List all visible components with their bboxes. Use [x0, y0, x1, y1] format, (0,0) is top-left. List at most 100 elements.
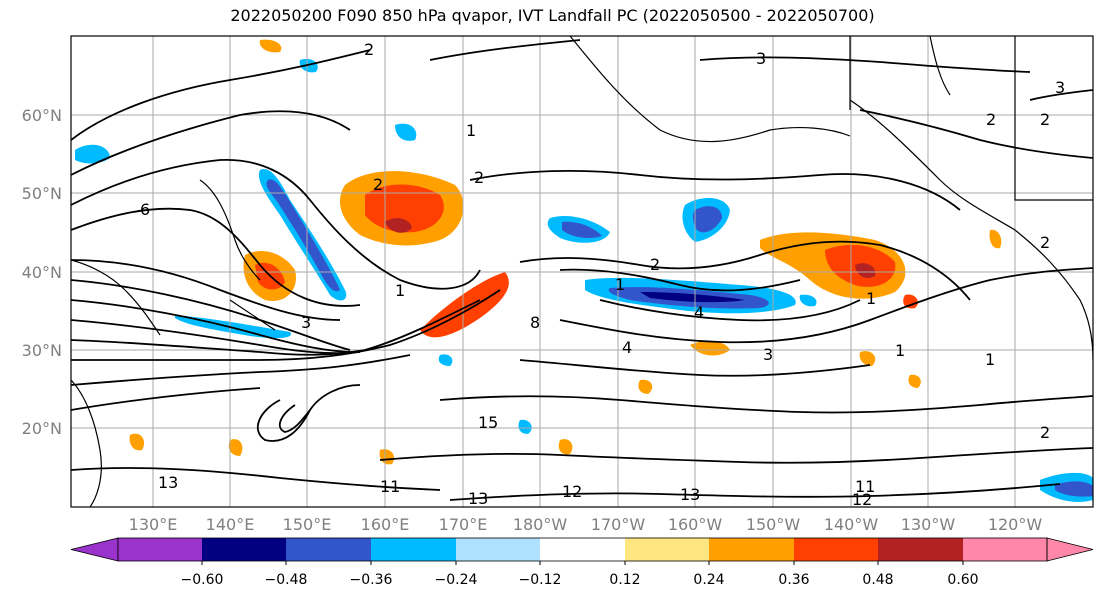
- contour-label: 11: [380, 477, 400, 496]
- contour-label: 3: [756, 49, 766, 68]
- lon-label: 160°E: [361, 515, 410, 534]
- positive-anomaly-region: [558, 439, 573, 455]
- lat-label: 50°N: [22, 184, 62, 203]
- coastlines: [71, 36, 1093, 507]
- colorbar-segment: [286, 538, 371, 561]
- negative-anomaly-region: [299, 58, 318, 73]
- positive-anomaly-region: [859, 351, 876, 366]
- negative-anomaly-region: [266, 179, 340, 292]
- contour-label: 3: [1055, 78, 1065, 97]
- shading-layer: [75, 39, 1093, 502]
- negative-anomaly-region: [438, 354, 453, 366]
- colorbar-tick-label: 0.12: [609, 572, 640, 588]
- colorbar-segment: [625, 538, 709, 561]
- colorbar-tick-label: 0.60: [947, 572, 978, 588]
- contour-label: 12: [562, 482, 582, 501]
- colorbar-tick-label: −0.48: [265, 572, 308, 588]
- contour-label: 1: [985, 350, 995, 369]
- contour-label: 1: [615, 275, 625, 294]
- colorbar-tick-label: −0.24: [435, 572, 478, 588]
- colorbar-tick-label: −0.36: [350, 572, 393, 588]
- contour-lines: [71, 39, 1093, 501]
- contour-label: 12: [852, 490, 872, 509]
- negative-anomaly-region: [75, 144, 110, 164]
- contour-label: 2: [364, 40, 374, 59]
- lon-label: 140°E: [206, 515, 255, 534]
- positive-anomaly-region: [638, 379, 653, 394]
- negative-anomaly-region: [692, 206, 722, 233]
- contour-label: 13: [680, 485, 700, 504]
- colorbar-tick-label: 0.48: [862, 572, 893, 588]
- contour-label: 13: [158, 473, 178, 492]
- contour-label: 2: [1040, 233, 1050, 252]
- positive-anomaly-region: [228, 439, 243, 456]
- positive-anomaly-region: [908, 374, 921, 388]
- positive-anomaly-region: [385, 218, 412, 233]
- colorbar-segment: [371, 538, 456, 561]
- contour-label: 4: [622, 338, 632, 357]
- contour-label: 11: [855, 477, 875, 496]
- plot-border: [70, 35, 1094, 508]
- colorbar-frame: [117, 537, 1048, 562]
- negative-anomaly-region: [640, 292, 745, 303]
- contour-label: 4: [694, 303, 704, 322]
- lon-label: 170°E: [439, 515, 488, 534]
- lon-label: 180°W: [513, 515, 568, 534]
- positive-anomaly-region: [855, 263, 876, 278]
- lon-label: 120°W: [988, 515, 1043, 534]
- lat-label: 60°N: [22, 106, 62, 125]
- colorbar-segment: [118, 538, 202, 561]
- negative-anomaly-region: [562, 221, 602, 238]
- lon-label: 170°W: [591, 515, 646, 534]
- lat-label: 40°N: [22, 263, 62, 282]
- colorbar-segment: [878, 538, 963, 561]
- colorbar-segment: [709, 538, 794, 561]
- negative-anomaly-region: [518, 419, 532, 434]
- colorbar-tick-label: −0.12: [519, 572, 562, 588]
- colorbar-segment: [202, 538, 286, 561]
- contour-label: 1: [395, 281, 405, 300]
- lon-label: 140°W: [824, 515, 879, 534]
- graticule: [71, 36, 1093, 507]
- positive-anomaly-region: [989, 229, 1002, 249]
- negative-anomaly-region: [1055, 481, 1093, 497]
- contour-label: 3: [301, 313, 311, 332]
- lon-label: 150°W: [746, 515, 801, 534]
- contour-label: 3: [763, 345, 773, 364]
- map-title: 2022050200 F090 850 hPa qvapor, IVT Land…: [230, 6, 875, 25]
- colorbar-segment: [456, 538, 540, 561]
- contour-label: 2: [986, 110, 996, 129]
- colorbar: −0.60 −0.48 −0.36 −0.24 −0.12 0.12 0.24 0.36 0.4…: [70, 537, 1094, 588]
- contour-label-layer: 2 3 3 2 2 1 2 2 2 1 4 1 1 3 6 8 2 4 3 1 …: [140, 40, 1065, 509]
- positive-anomaly-region: [129, 433, 145, 451]
- positive-anomaly-region: [903, 294, 918, 309]
- longitude-labels: 130°E 140°E 150°E 160°E 170°E 180°W 170°…: [129, 515, 1043, 534]
- colorbar-tick-label: 0.24: [693, 572, 724, 588]
- lon-label: 160°W: [668, 515, 723, 534]
- colorbar-tick-label: 0.36: [778, 572, 809, 588]
- lat-label: 20°N: [22, 419, 62, 438]
- contour-label: 2: [474, 168, 484, 187]
- negative-anomaly-region: [799, 294, 817, 307]
- contour-label: 2: [650, 255, 660, 274]
- colorbar-tick-label: −0.60: [181, 572, 224, 588]
- positive-anomaly-region: [259, 39, 282, 53]
- lon-label: 130°W: [901, 515, 956, 534]
- negative-anomaly-region: [395, 123, 417, 141]
- colorbar-right-extension: [1046, 537, 1094, 562]
- latitude-labels: 60°N 50°N 40°N 30°N 20°N: [22, 106, 62, 438]
- lon-label: 130°E: [129, 515, 178, 534]
- lon-label: 150°E: [283, 515, 332, 534]
- contour-label: 1: [895, 341, 905, 360]
- contour-label: 15: [478, 413, 498, 432]
- contour-label: 13: [468, 489, 488, 508]
- positive-anomaly-region: [420, 272, 509, 338]
- contour-label: 8: [530, 313, 540, 332]
- colorbar-segment: [963, 538, 1047, 561]
- contour-label: 2: [1040, 110, 1050, 129]
- contour-label: 1: [466, 121, 476, 140]
- contour-label: 6: [140, 200, 150, 219]
- contour-label: 2: [373, 175, 383, 194]
- colorbar-left-extension: [70, 537, 119, 562]
- contour-label: 1: [866, 289, 876, 308]
